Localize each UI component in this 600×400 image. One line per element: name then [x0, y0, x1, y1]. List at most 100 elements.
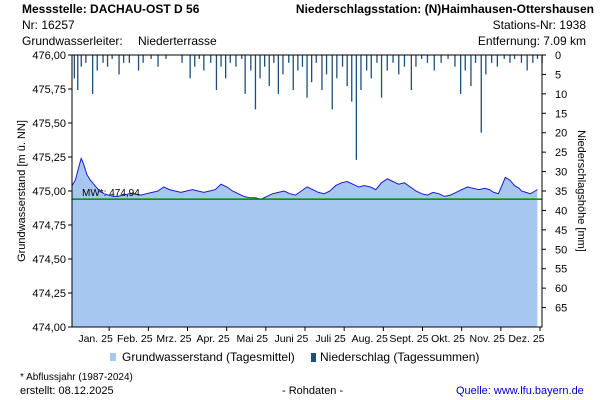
precip-bar: [532, 55, 534, 63]
x-tick-label: Dez. 25: [508, 333, 544, 345]
x-tick-label: Okt. 25: [431, 333, 465, 345]
precip-bar: [189, 55, 191, 79]
x-tick-label: Sept. 25: [389, 333, 428, 345]
created-date: erstellt: 08.12.2025: [20, 385, 114, 397]
precip-bar: [241, 55, 243, 59]
precip-bar: [181, 55, 183, 63]
y-left-axis-title: Grundwasserstand [m ü. NN]: [16, 120, 28, 262]
precip-bar: [421, 55, 423, 59]
precip-bar: [92, 55, 94, 94]
precip-bar: [301, 55, 304, 67]
precip-bar: [157, 55, 159, 67]
precip-station-title: Niederschlagsstation: (N)Haimhausen-Otte…: [295, 2, 594, 16]
station-number: Nr: 16257: [22, 18, 75, 32]
precip-bar: [244, 55, 246, 94]
precip-bar: [229, 55, 231, 63]
mean-level-label: MW*: 474,94: [82, 188, 140, 199]
precip-bar: [355, 55, 357, 160]
precip-bar: [366, 55, 368, 71]
precip-bar: [380, 55, 383, 98]
precip-bar: [410, 55, 412, 90]
precip-bar: [194, 55, 196, 67]
y-right-tick-label: 25: [555, 147, 567, 159]
precip-bar: [73, 55, 75, 79]
precip-bar: [282, 55, 284, 75]
precip-bar: [292, 55, 294, 90]
precip-bar: [198, 55, 200, 59]
y-right-tick-label: 10: [555, 89, 567, 101]
precip-bar: [336, 55, 338, 79]
precip-bar: [106, 55, 109, 67]
y-right-tick-label: 20: [555, 128, 567, 140]
y-right-tick-label: 30: [555, 167, 567, 179]
y-left-tick-label: 475,00: [32, 186, 66, 198]
precip-bar: [137, 55, 140, 71]
precip-bar: [235, 55, 237, 67]
y-right-tick-label: 35: [555, 186, 567, 198]
y-left-tick-label: 474,00: [32, 322, 66, 334]
y-right-tick-label: 0: [555, 50, 561, 62]
aquifer-value: Niederterrasse: [138, 34, 217, 48]
rohdaten-label: - Rohdaten -: [282, 385, 344, 397]
precip-bar: [150, 55, 152, 59]
groundwater-line: [71, 156, 538, 200]
precip-station-number: Stations-Nr: 1938: [492, 18, 586, 32]
source-label: Quelle:: [456, 385, 494, 397]
precip-bar: [220, 55, 222, 67]
precip-bar: [392, 55, 394, 63]
precip-bar: [297, 55, 299, 71]
precip-bar: [288, 55, 290, 63]
precip-bar: [277, 55, 279, 94]
x-tick-label: Mai 25: [236, 333, 268, 345]
precip-bar: [454, 55, 456, 67]
precip-bar: [250, 55, 252, 71]
source: Quelle: www.lfu.bayern.de: [456, 385, 584, 398]
precip-bar: [426, 55, 429, 63]
y-left-tick-label: 475,50: [32, 118, 66, 130]
precip-bar: [415, 55, 417, 67]
precip-bar: [536, 55, 539, 59]
y-right-tick-label: 65: [555, 303, 567, 315]
precip-bar: [464, 55, 466, 71]
precip-bar: [268, 55, 270, 87]
precip-bar: [85, 55, 87, 63]
x-tick-label: Aug. 25: [352, 333, 388, 345]
precip-bar: [254, 55, 257, 110]
precip-bar: [325, 55, 328, 75]
precip-bar: [376, 55, 378, 63]
y-right-axis-title: Niederschlagshöhe [mm]: [575, 130, 587, 252]
legend-groundwater: Grundwasserstand (Tagesmittel): [122, 350, 295, 364]
y-right-tick-label: 55: [555, 264, 567, 276]
precip-bar: [351, 55, 353, 102]
footnote: * Abflussjahr (1987-2024): [20, 372, 133, 383]
precip-bar: [346, 55, 348, 87]
precip-bar: [480, 55, 482, 133]
precip-bar: [128, 55, 130, 63]
x-tick-label: Mrz. 25: [156, 333, 191, 345]
precip-bar: [474, 55, 477, 63]
precip-bar: [315, 55, 317, 63]
precip-bar: [142, 55, 144, 63]
x-tick-label: Juni 25: [274, 333, 308, 345]
precip-bar: [77, 55, 79, 90]
aquifer-label: Grundwasserleiter:: [22, 34, 123, 48]
source-link[interactable]: www.lfu.bayern.de: [493, 385, 584, 397]
precip-bar: [447, 55, 449, 59]
precip-bar: [259, 55, 261, 79]
precip-bar: [321, 55, 323, 90]
station-title: Messstelle: DACHAU-OST D 56: [22, 2, 200, 16]
precip-bar: [123, 55, 125, 63]
precip-bar: [370, 55, 372, 79]
precip-bar: [496, 55, 498, 67]
precip-bar: [225, 55, 227, 79]
x-tick-label: Nov. 25: [470, 333, 506, 345]
precip-bar: [341, 55, 344, 67]
legend-swatch-precip: [311, 353, 316, 362]
groundwater-area: [72, 158, 538, 327]
precip-bar: [526, 55, 528, 71]
precip-bar: [111, 55, 113, 59]
precip-bar: [306, 55, 308, 98]
y-left-tick-label: 474,50: [32, 254, 66, 266]
legend-swatch-groundwater: [110, 353, 116, 361]
